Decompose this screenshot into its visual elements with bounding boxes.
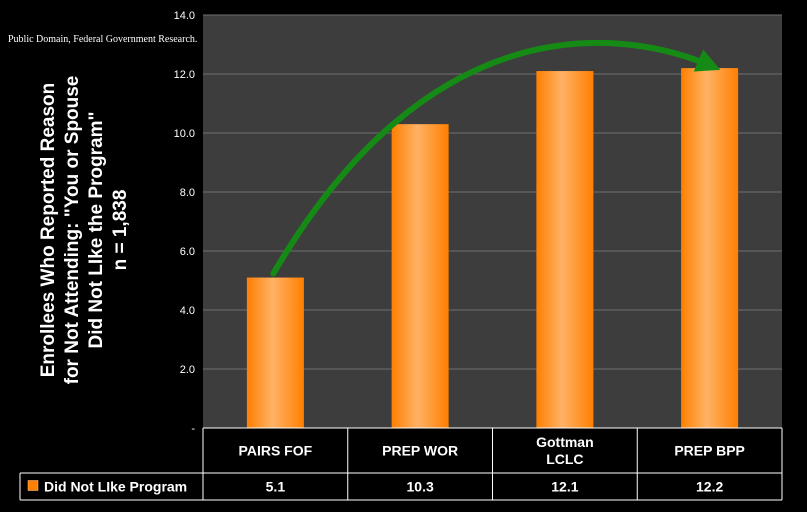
y-tick-label: 4.0 — [180, 305, 195, 317]
category-label: PREP BPP — [674, 443, 745, 459]
bar — [246, 277, 304, 428]
category-label-line: PREP WOR — [382, 443, 458, 459]
category-label-line: Gottman — [536, 434, 594, 450]
data-label: 5.1 — [266, 479, 286, 495]
data-label: 12.2 — [696, 479, 723, 495]
data-label: 12.1 — [551, 479, 578, 495]
category-label-line: PAIRS FOF — [239, 443, 313, 459]
y-tick-label: 8.0 — [180, 187, 195, 199]
bar — [536, 71, 594, 429]
y-tick-label: 6.0 — [180, 246, 195, 258]
y-tick-label: 2.0 — [180, 364, 195, 376]
trend-arrow — [270, 39, 721, 277]
data-label: 10.3 — [407, 479, 434, 495]
bar — [391, 124, 449, 429]
legend-label: Did Not LIke Program — [44, 479, 187, 495]
y-tick-label: 10.0 — [174, 128, 195, 140]
category-label-line: PREP BPP — [674, 443, 745, 459]
category-label: Gottman LCLC — [536, 434, 594, 467]
y-tick-label: 14.0 — [174, 10, 195, 22]
y-tick-label: 12.0 — [174, 69, 195, 81]
legend-swatch — [27, 480, 39, 491]
y-tick-label: - — [191, 423, 195, 435]
bar — [681, 68, 739, 428]
source-note: Public Domain, Federal Government Resear… — [8, 34, 198, 45]
category-label-line: LCLC — [546, 451, 583, 467]
category-label: PREP WOR — [382, 443, 458, 459]
category-label: PAIRS FOF — [239, 443, 313, 459]
